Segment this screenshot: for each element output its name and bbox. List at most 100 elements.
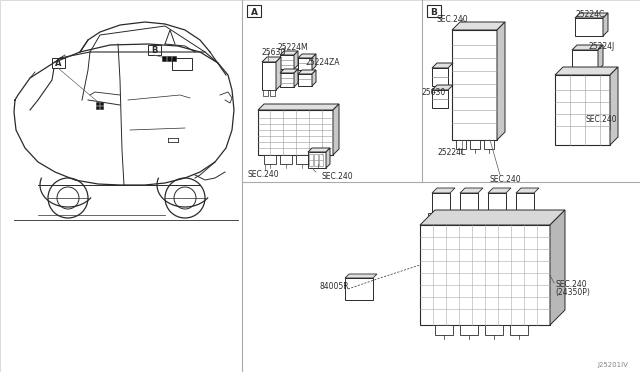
Bar bbox=[504, 213, 517, 225]
Polygon shape bbox=[460, 188, 483, 193]
Bar bbox=[247, 5, 261, 17]
Polygon shape bbox=[516, 188, 539, 193]
Text: SEC.240: SEC.240 bbox=[586, 115, 617, 124]
Polygon shape bbox=[312, 54, 316, 70]
Text: SEC.240: SEC.240 bbox=[555, 280, 587, 289]
Text: 84005R: 84005R bbox=[320, 282, 349, 291]
Polygon shape bbox=[572, 45, 603, 50]
Bar bbox=[488, 193, 506, 213]
Bar bbox=[432, 193, 450, 213]
Polygon shape bbox=[333, 104, 339, 155]
Bar bbox=[550, 235, 560, 250]
Polygon shape bbox=[432, 63, 453, 68]
Bar bbox=[262, 62, 276, 90]
Bar bbox=[460, 193, 478, 213]
Text: SEC.240: SEC.240 bbox=[322, 172, 354, 181]
Bar bbox=[52, 58, 65, 68]
Text: 25224M: 25224M bbox=[277, 43, 308, 52]
Bar bbox=[172, 56, 176, 61]
Bar bbox=[100, 106, 103, 109]
Bar bbox=[258, 110, 333, 155]
Bar bbox=[162, 56, 166, 61]
Polygon shape bbox=[326, 148, 330, 168]
Bar bbox=[298, 74, 312, 86]
Polygon shape bbox=[488, 188, 511, 193]
Bar bbox=[280, 55, 294, 69]
Polygon shape bbox=[276, 57, 281, 90]
Bar bbox=[484, 140, 494, 149]
Bar bbox=[319, 154, 323, 166]
Bar bbox=[96, 106, 99, 109]
Polygon shape bbox=[308, 148, 330, 152]
Bar bbox=[264, 155, 276, 164]
Bar bbox=[345, 278, 373, 300]
Text: B: B bbox=[151, 46, 157, 55]
Bar bbox=[308, 152, 326, 168]
Text: SEC.240: SEC.240 bbox=[436, 15, 468, 24]
Text: (24350P): (24350P) bbox=[555, 288, 590, 297]
Polygon shape bbox=[432, 85, 453, 90]
Polygon shape bbox=[345, 274, 377, 278]
Bar bbox=[460, 325, 478, 335]
Polygon shape bbox=[294, 69, 298, 87]
Bar bbox=[420, 225, 550, 325]
Bar bbox=[452, 30, 497, 140]
Bar bbox=[172, 58, 192, 70]
Bar bbox=[432, 68, 448, 86]
Text: J25201IV: J25201IV bbox=[597, 362, 628, 368]
Bar bbox=[148, 45, 161, 55]
Bar bbox=[550, 295, 560, 310]
Polygon shape bbox=[280, 51, 298, 55]
Bar bbox=[435, 325, 453, 335]
Polygon shape bbox=[258, 104, 339, 110]
Text: SEC.240: SEC.240 bbox=[248, 170, 280, 179]
Bar bbox=[427, 5, 441, 17]
Text: 25224L: 25224L bbox=[438, 148, 466, 157]
Bar bbox=[314, 154, 318, 166]
Polygon shape bbox=[298, 70, 316, 74]
Text: 25630: 25630 bbox=[262, 48, 286, 57]
Bar bbox=[96, 102, 99, 105]
Bar bbox=[555, 75, 610, 145]
Text: 25224J: 25224J bbox=[589, 42, 615, 51]
Bar bbox=[263, 90, 268, 96]
Text: A: A bbox=[55, 59, 61, 68]
Polygon shape bbox=[610, 67, 618, 145]
Bar bbox=[485, 325, 503, 335]
Bar bbox=[280, 155, 292, 164]
Bar bbox=[572, 50, 598, 70]
Polygon shape bbox=[294, 51, 298, 69]
Bar bbox=[485, 213, 498, 225]
Text: B: B bbox=[431, 8, 437, 17]
Bar bbox=[432, 90, 448, 108]
Bar bbox=[280, 73, 294, 87]
Polygon shape bbox=[298, 54, 316, 58]
Bar bbox=[270, 90, 275, 96]
Polygon shape bbox=[550, 210, 565, 325]
Polygon shape bbox=[420, 210, 565, 225]
Bar bbox=[550, 255, 560, 270]
Bar bbox=[575, 18, 603, 36]
Polygon shape bbox=[312, 70, 316, 86]
Polygon shape bbox=[598, 45, 603, 70]
Bar bbox=[428, 213, 441, 225]
Bar bbox=[447, 213, 460, 225]
Bar bbox=[510, 325, 528, 335]
Polygon shape bbox=[262, 57, 281, 62]
Bar bbox=[516, 193, 534, 213]
Text: 25224ZA: 25224ZA bbox=[305, 58, 339, 67]
Bar bbox=[466, 213, 479, 225]
Polygon shape bbox=[603, 13, 608, 36]
Bar bbox=[470, 140, 480, 149]
Bar bbox=[312, 155, 324, 164]
Bar bbox=[309, 154, 313, 166]
Polygon shape bbox=[280, 69, 298, 73]
Bar bbox=[100, 102, 103, 105]
Bar bbox=[298, 58, 312, 70]
Text: 25224C: 25224C bbox=[576, 10, 605, 19]
Text: 25630: 25630 bbox=[422, 88, 446, 97]
Polygon shape bbox=[452, 22, 505, 30]
Bar bbox=[523, 213, 536, 225]
Text: A: A bbox=[250, 8, 257, 17]
Bar bbox=[456, 140, 466, 149]
